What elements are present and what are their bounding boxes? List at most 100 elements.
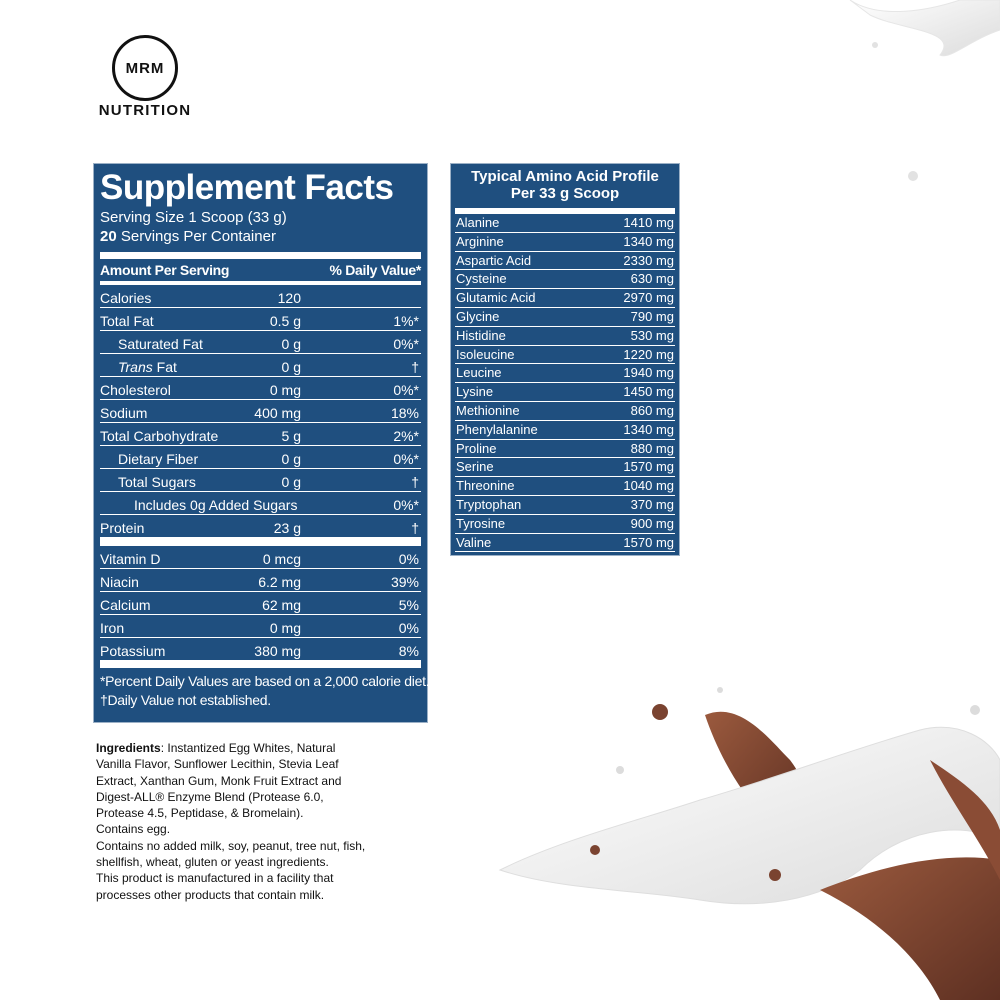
servings-count: 20 xyxy=(100,228,117,245)
amino-amount: 860 mg xyxy=(630,402,674,418)
nutrient-name: Sodium xyxy=(100,405,148,421)
amino-row: Threonine 1040 mg xyxy=(455,477,675,496)
amino-name: Proline xyxy=(456,440,497,456)
nutrient-dv: 0%* xyxy=(393,382,419,398)
amino-name: Cysteine xyxy=(456,271,507,287)
amino-amount: 1340 mg xyxy=(623,233,674,249)
amino-amount: 1220 mg xyxy=(623,346,674,362)
nutrient-name: Iron xyxy=(100,620,125,636)
ingredients: Ingredients: Instantized Egg Whites, Nat… xyxy=(96,740,371,903)
nutrient-name-cell: Iron xyxy=(100,619,421,637)
nutrient-row: Protein 23 g † xyxy=(100,515,421,538)
ingredients-note: This product is manufactured in a facili… xyxy=(96,871,334,902)
nutrient-name-cell: Calcium xyxy=(100,596,421,614)
divider xyxy=(100,538,421,546)
amino-amount: 630 mg xyxy=(630,271,674,287)
amino-name: Methionine xyxy=(456,402,520,418)
servings-text: Servings Per Container xyxy=(120,228,276,245)
nutrient-name-cell: Dietary Fiber xyxy=(100,450,421,468)
amino-amount: 530 mg xyxy=(630,327,674,343)
amino-row: Isoleucine 1220 mg xyxy=(455,346,675,365)
nutrient-name: Niacin xyxy=(100,574,139,590)
nutrient-dv: 18% xyxy=(390,405,419,421)
amino-row: Tyrosine 900 mg xyxy=(455,515,675,534)
nutrient-name: Cholesterol xyxy=(100,382,171,398)
amino-name: Valine xyxy=(456,534,492,550)
nutrient-dv: † xyxy=(411,474,419,490)
amino-amount: 790 mg xyxy=(630,308,674,324)
header-dv: % Daily Value* xyxy=(329,262,421,278)
amino-name: Aspartic Acid xyxy=(456,252,532,268)
amino-amount: 1570 mg xyxy=(623,534,674,550)
nutrient-dv: 0%* xyxy=(393,451,419,467)
amino-row: Phenylalanine 1340 mg xyxy=(455,421,675,440)
amino-row: Glutamic Acid 2970 mg xyxy=(455,289,675,308)
nutrient-name-cell: Calories xyxy=(100,289,421,307)
footnote: †Daily Value not established. xyxy=(100,692,271,708)
amino-row: Leucine 1940 mg xyxy=(455,364,675,384)
ingredients-text: Ingredients: Instantized Egg Whites, Nat… xyxy=(96,740,371,821)
amino-amount: 1410 mg xyxy=(623,215,674,230)
facts-header: Amount Per Serving % Daily Value* xyxy=(100,259,421,281)
nutrient-dv: 8% xyxy=(398,643,419,659)
nutrient-name: Total Carbohydrate xyxy=(100,428,219,444)
amino-profile-panel: Typical Amino Acid Profile Per 33 g Scoo… xyxy=(450,163,680,556)
amino-amount: 880 mg xyxy=(630,440,674,456)
nutrient-amount: 6.2 mg xyxy=(258,574,301,590)
nutrient-row: Calories 120 xyxy=(100,285,421,308)
amino-row: Cysteine 630 mg xyxy=(455,270,675,290)
nutrient-amount: 0.5 g xyxy=(269,313,301,329)
nutrient-row: Dietary Fiber 0 g 0%* xyxy=(100,446,421,469)
nutrient-dv: 1%* xyxy=(393,313,419,329)
amino-row: Arginine 1340 mg xyxy=(455,233,675,252)
nutrient-row: Niacin 6.2 mg 39% xyxy=(100,569,421,592)
amino-name: Threonine xyxy=(456,478,515,494)
amino-row: Serine 1570 mg xyxy=(455,458,675,478)
nutrient-row: Saturated Fat 0 g 0%* xyxy=(100,331,421,354)
nutrient-name-cell: Protein xyxy=(100,519,421,537)
nutrient-amount: 0 mg xyxy=(269,382,301,398)
logo-mark: MRM xyxy=(112,35,178,101)
amino-row: Histidine 530 mg xyxy=(455,327,675,346)
nutrient-amount: 0 mg xyxy=(269,620,301,636)
ingredients-note: Contains egg. xyxy=(96,822,171,837)
nutrient-dv: 39% xyxy=(390,574,419,590)
nutrient-name-italic: Trans xyxy=(118,359,153,375)
amino-name: Tryptophan xyxy=(456,496,522,512)
nutrient-amount: 0 g xyxy=(281,359,301,375)
amino-amount: 370 mg xyxy=(630,496,674,512)
ingredients-label: Ingredients xyxy=(96,741,161,755)
amino-name: Alanine xyxy=(456,215,500,230)
logo-name: NUTRITION xyxy=(98,102,192,119)
nutrient-amount: 0 mcg xyxy=(262,551,301,567)
servings: 20 Servings Per Container xyxy=(100,227,421,246)
amino-amount: 2970 mg xyxy=(623,290,674,306)
amino-name: Glycine xyxy=(456,308,500,324)
nutrient-dv: 0% xyxy=(398,620,419,636)
nutrient-row: Iron 0 mg 0% xyxy=(100,615,421,638)
nutrient-dv: 0%* xyxy=(393,497,419,513)
nutrient-dv: 2%* xyxy=(393,428,419,444)
nutrient-amount: 400 mg xyxy=(254,405,301,421)
nutrient-name: Includes 0g Added Sugars xyxy=(134,497,298,513)
vitamin-rows: Vitamin D 0 mcg 0% Niacin 6.2 mg 39% Calcium 62… xyxy=(100,546,421,660)
nutrient-amount: 5 g xyxy=(281,428,301,444)
amino-amount: 900 mg xyxy=(630,515,674,531)
amino-amount: 2330 mg xyxy=(623,252,674,268)
amino-amount: 1040 mg xyxy=(623,478,674,494)
divider xyxy=(100,281,421,285)
amino-name: Glutamic Acid xyxy=(456,290,536,306)
nutrient-name: Protein xyxy=(100,520,145,536)
nutrient-dv: 5% xyxy=(398,597,419,613)
nutrient-name-cell: Includes 0g Added Sugars xyxy=(100,496,421,514)
amino-name: Lysine xyxy=(456,384,494,400)
nutrient-row: Total Carbohydrate 5 g 2%* xyxy=(100,423,421,446)
amino-name: Serine xyxy=(456,459,494,475)
amino-name: Arginine xyxy=(456,233,504,249)
amino-amount: 1340 mg xyxy=(623,421,674,437)
nutrient-name: Dietary Fiber xyxy=(118,451,199,467)
nutrient-name-cell: Cholesterol xyxy=(100,381,421,399)
nutrient-name: Calcium xyxy=(100,597,151,613)
amino-row: Lysine 1450 mg xyxy=(455,383,675,402)
amino-subtitle: Per 33 g Scoop xyxy=(510,185,620,202)
